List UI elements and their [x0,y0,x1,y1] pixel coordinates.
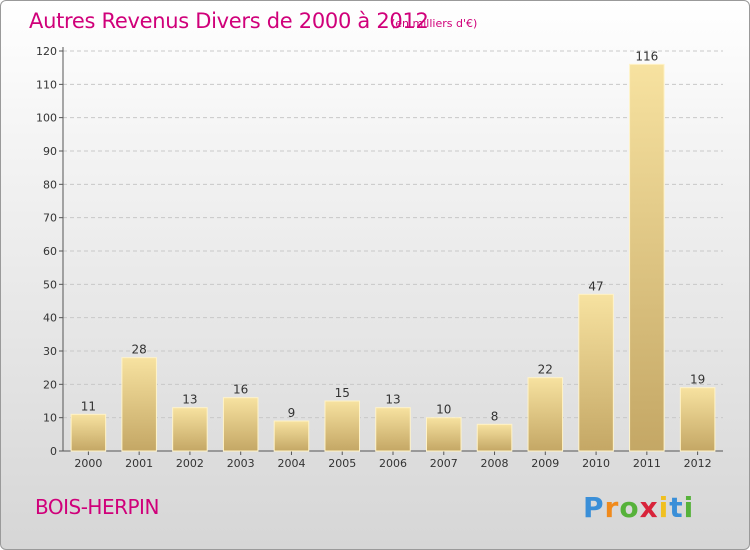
x-tick-label: 2010 [582,457,610,470]
bar [578,293,614,452]
x-tick-label: 2008 [481,457,509,470]
data-label: 15 [335,386,350,400]
chart-title: Autres Revenus Divers de 2000 à 2012 [29,9,429,33]
logo-letter: t [669,491,684,524]
data-label: 8 [491,409,499,423]
bar [70,413,107,452]
x-tick-label: 2003 [227,457,255,470]
bar [679,387,716,452]
data-label: 47 [588,279,603,293]
y-tick-label: 100 [36,112,57,125]
y-tick-label: 90 [43,145,57,158]
y-tick-label: 50 [43,278,57,291]
chart-labels: 11 2000 28 2001 13 2002 16 2003 9 2004 15 2005 13 200… [74,49,711,470]
x-tick-label: 2007 [430,457,458,470]
x-tick-label: 2012 [684,457,712,470]
logo-letter: x [639,491,659,524]
bar [476,423,513,452]
chart-subtitle: (en milliers d'€) [391,17,478,30]
x-tick-label: 2001 [125,457,153,470]
data-label: 9 [288,406,296,420]
logo-letter: o [619,491,640,524]
y-tick-label: 120 [36,45,57,58]
data-label: 22 [538,363,553,377]
bar [273,420,310,452]
x-tick-label: 2011 [633,457,661,470]
data-label: 13 [385,393,400,407]
data-label: 13 [182,393,197,407]
x-tick-label: 2000 [74,457,102,470]
chart-axes: 0 10 20 30 40 50 60 70 80 90 100 110 120 [36,45,723,458]
data-label: 16 [233,383,248,397]
bar [527,377,564,452]
logo-letter: r [604,491,620,524]
y-tick-label: 10 [43,412,57,425]
bar [426,417,462,452]
bar [121,357,157,452]
x-tick-label: 2002 [176,457,204,470]
data-label: 19 [690,373,705,387]
x-tick-label: 2009 [531,457,559,470]
x-tick-label: 2004 [277,457,305,470]
y-tick-label: 20 [43,378,57,391]
x-tick-label: 2006 [379,457,407,470]
bar [222,397,259,452]
bar [172,407,208,452]
data-label: 11 [81,399,96,413]
chart-grid [63,50,723,419]
logo-letter: P [583,491,605,524]
y-tick-label: 70 [43,212,57,225]
location-name: BOIS-HERPIN [35,495,159,519]
y-tick-label: 80 [43,178,57,191]
x-tick-label: 2005 [328,457,356,470]
y-tick-label: 40 [43,312,57,325]
logo-letter: i [683,491,695,524]
chart-bars [70,63,716,452]
data-label: 116 [635,49,658,63]
bar [629,63,665,452]
data-label: 10 [436,403,451,417]
y-tick-label: 110 [36,78,57,91]
y-tick-label: 30 [43,345,57,358]
y-tick-label: 0 [50,445,57,458]
data-label: 28 [132,343,147,357]
bar [324,400,360,452]
logo-letter: i [658,491,670,524]
proxiti-logo: Proxiti [583,491,694,524]
y-tick-label: 60 [43,245,57,258]
bar [375,407,411,452]
